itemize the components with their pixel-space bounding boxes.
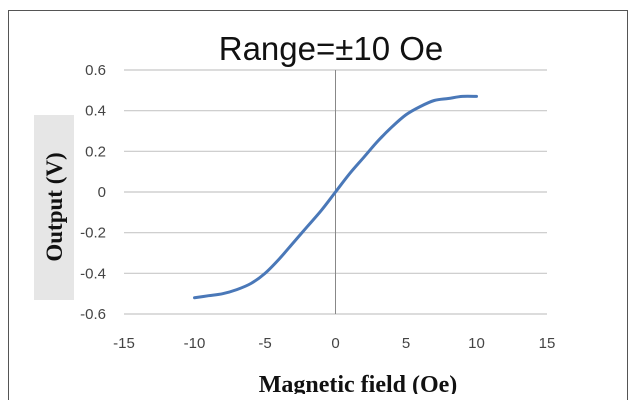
x-tick-label: -5 [258,335,271,352]
chart-frame: Range=±10 Oe 0.6 0.4 0.2 0 -0.2 -0.4 -0.6 -15-… [8,10,628,400]
y-axis-title: Output (V) [42,152,67,261]
y-tick-label: -0.2 [80,225,106,242]
chart-svg: Range=±10 Oe 0.60.40.20-0.2-0.4-0.6 -15-… [9,11,629,394]
y-tick-label: -0.6 [80,306,106,323]
chart-title: Range=±10 Oe [219,30,444,67]
y-tick-label: 0.2 [85,143,106,160]
y-tick-label: -0.4 [80,265,106,282]
y-tick-label: 0 [98,184,106,201]
x-tick-label: -10 [184,335,206,352]
x-axis-title: Magnetic field (Oe) [259,372,458,394]
y-tick-labels: 0.6 0.4 0.2 0 -0.2 -0.4 -0.6 [80,62,106,323]
x-tick-label: -15 [113,335,135,352]
x-tick-label: 0 [331,335,339,352]
x-tick-label: 10 [468,335,485,352]
y-tick-label: 0.6 [85,62,106,79]
x-tick-labels: -15 -10 -5 0 5 10 15 [113,335,555,352]
x-tick-label: 15 [539,335,556,352]
x-tick-label: 5 [402,335,410,352]
y-tick-label: 0.4 [85,103,106,120]
